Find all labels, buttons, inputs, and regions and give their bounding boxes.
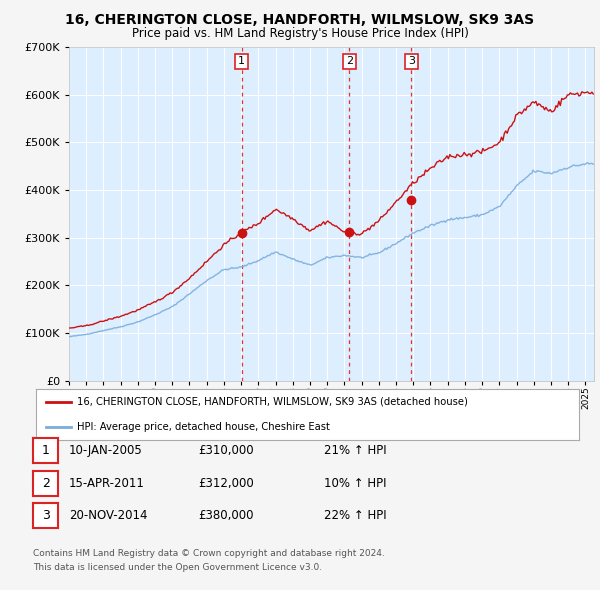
Text: 3: 3 [408, 57, 415, 67]
Text: This data is licensed under the Open Government Licence v3.0.: This data is licensed under the Open Gov… [33, 563, 322, 572]
Text: 2: 2 [346, 57, 353, 67]
Text: 15-APR-2011: 15-APR-2011 [69, 477, 145, 490]
Text: 2: 2 [41, 477, 50, 490]
Text: 1: 1 [238, 57, 245, 67]
Text: HPI: Average price, detached house, Cheshire East: HPI: Average price, detached house, Ches… [77, 422, 329, 432]
Text: 22% ↑ HPI: 22% ↑ HPI [324, 509, 386, 522]
Text: £312,000: £312,000 [198, 477, 254, 490]
Text: 10% ↑ HPI: 10% ↑ HPI [324, 477, 386, 490]
Text: 1: 1 [41, 444, 50, 457]
Text: 16, CHERINGTON CLOSE, HANDFORTH, WILMSLOW, SK9 3AS: 16, CHERINGTON CLOSE, HANDFORTH, WILMSLO… [65, 13, 535, 27]
Text: 20-NOV-2014: 20-NOV-2014 [69, 509, 148, 522]
Text: 10-JAN-2005: 10-JAN-2005 [69, 444, 143, 457]
Text: 3: 3 [41, 509, 50, 522]
Text: £380,000: £380,000 [198, 509, 254, 522]
Text: 21% ↑ HPI: 21% ↑ HPI [324, 444, 386, 457]
Text: 16, CHERINGTON CLOSE, HANDFORTH, WILMSLOW, SK9 3AS (detached house): 16, CHERINGTON CLOSE, HANDFORTH, WILMSLO… [77, 397, 467, 407]
Text: Contains HM Land Registry data © Crown copyright and database right 2024.: Contains HM Land Registry data © Crown c… [33, 549, 385, 558]
Text: Price paid vs. HM Land Registry's House Price Index (HPI): Price paid vs. HM Land Registry's House … [131, 27, 469, 40]
Text: £310,000: £310,000 [198, 444, 254, 457]
